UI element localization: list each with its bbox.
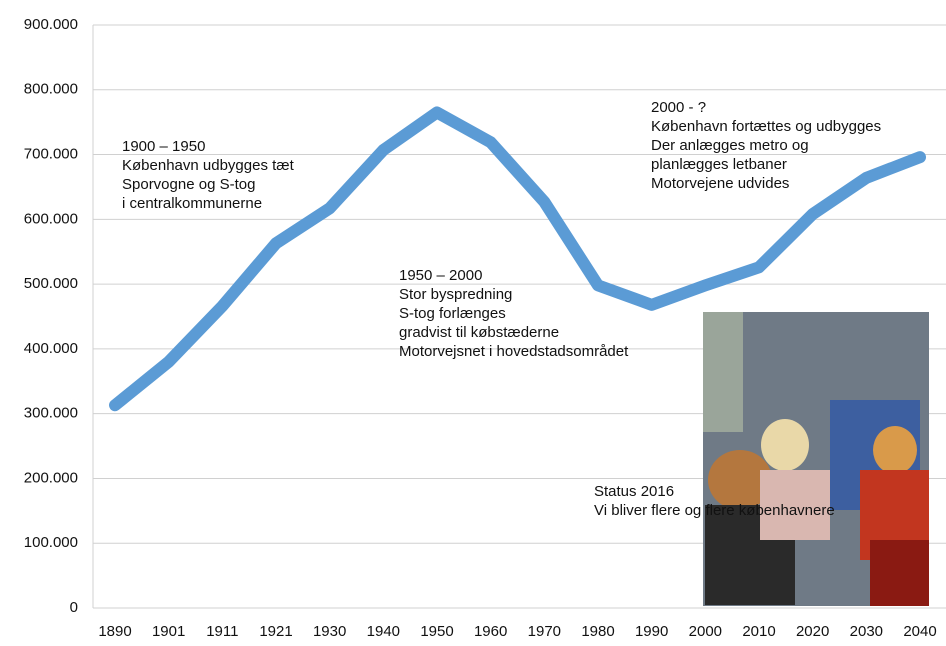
x-tick-label: 1980 <box>581 623 614 640</box>
annotation-line: planlægges letbaner <box>651 156 787 173</box>
x-tick-label: 2040 <box>903 623 936 640</box>
annotation-line: Sporvogne og S-tog <box>122 176 255 193</box>
annotation-line: Vi bliver flere og flere københavnere <box>594 502 835 519</box>
y-tick-label: 500.000 <box>24 275 78 292</box>
y-tick-label: 600.000 <box>24 210 78 227</box>
x-tick-label: 1901 <box>152 623 185 640</box>
y-tick-label: 100.000 <box>24 534 78 551</box>
x-tick-label: 1890 <box>98 623 131 640</box>
annotation-line: gradvist til købstæderne <box>399 324 559 341</box>
annotation-line: Motorvejsnet i hovedstadsområdet <box>399 343 629 360</box>
y-tick-label: 400.000 <box>24 340 78 357</box>
annotation-line: København fortættes og udbygges <box>651 118 881 135</box>
x-tick-label: 1921 <box>259 623 292 640</box>
x-tick-label: 1911 <box>206 623 238 640</box>
annotation-line: Stor byspredning <box>399 286 512 303</box>
annotation-line: Status 2016 <box>594 483 674 500</box>
x-tick-label: 1930 <box>313 623 346 640</box>
annotation-line: 2000 - ? <box>651 99 706 116</box>
x-tick-label: 2020 <box>796 623 829 640</box>
annotation-line: Motorvejene udvides <box>651 175 789 192</box>
x-tick-label: 1950 <box>420 623 453 640</box>
y-tick-label: 200.000 <box>24 469 78 486</box>
y-tick-label: 800.000 <box>24 81 78 98</box>
photo <box>703 312 929 606</box>
x-tick-label: 1960 <box>474 623 507 640</box>
x-tick-label: 1970 <box>528 623 561 640</box>
x-tick-label: 1990 <box>635 623 668 640</box>
x-tick-label: 1940 <box>367 623 400 640</box>
annotation-line: 1900 – 1950 <box>122 138 205 155</box>
y-tick-label: 900.000 <box>24 16 78 33</box>
annotation-line: København udbygges tæt <box>122 157 295 174</box>
annotation-line: S-tog forlænges <box>399 305 506 322</box>
annotation-line: Der anlægges metro og <box>651 137 809 154</box>
y-tick-label: 300.000 <box>24 405 78 422</box>
x-tick-label: 2000 <box>689 623 722 640</box>
x-tick-label: 2030 <box>850 623 883 640</box>
x-tick-label: 2010 <box>742 623 775 640</box>
line <box>109 106 926 412</box>
annotation-line: 1950 – 2000 <box>399 267 482 284</box>
annotation-line: i centralkommunerne <box>122 195 262 212</box>
annotations: 1900 – 1950 København udbygges tæt Sporvog… <box>122 99 881 519</box>
y-tick-label: 700.000 <box>24 146 78 163</box>
y-tick-label: 0 <box>70 599 78 616</box>
